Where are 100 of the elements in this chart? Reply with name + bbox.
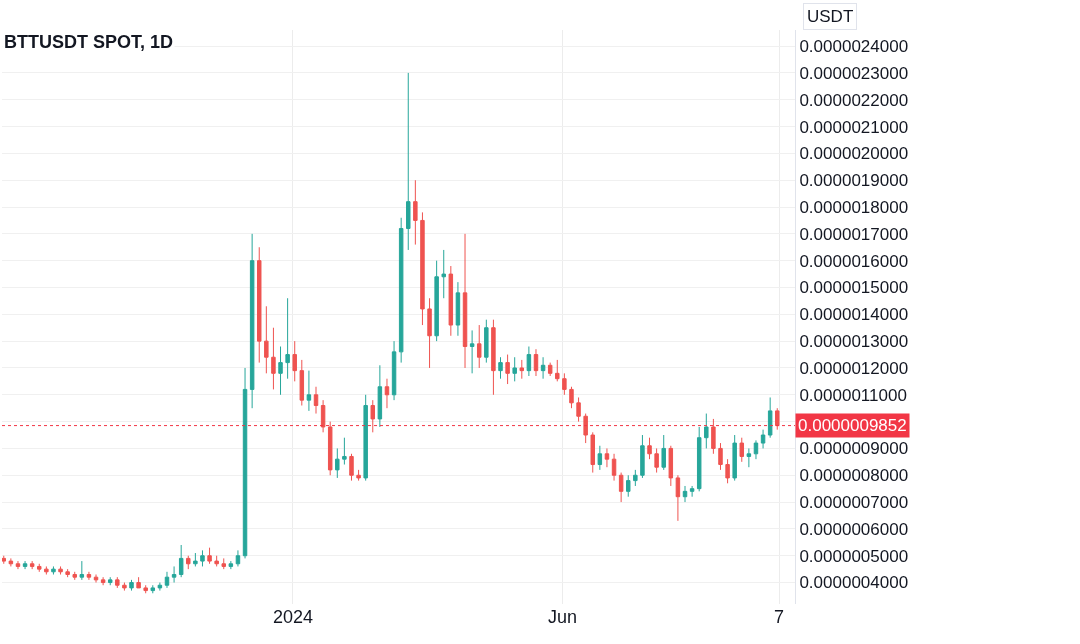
candlestick: [51, 565, 56, 575]
candlestick: [611, 453, 617, 482]
candlestick: [107, 576, 113, 586]
candlestick: [363, 394, 368, 482]
candlestick: [15, 560, 21, 570]
candlestick: [555, 359, 560, 382]
candlestick: [562, 372, 567, 396]
candlestick: [356, 469, 361, 482]
candlestick: [264, 305, 269, 374]
candlestick: [58, 565, 63, 575]
candlestick: [171, 565, 177, 584]
y-tick-label: 0.0000022000: [799, 90, 909, 110]
y-tick-label: 0.0000024000: [799, 37, 909, 57]
candlestick: [320, 399, 326, 433]
candlestick: [143, 584, 148, 594]
x-tick-label: 7: [774, 607, 785, 627]
candlestick: [491, 319, 496, 396]
candlestick: [214, 555, 219, 567]
candlestick: [434, 260, 439, 342]
candlestick: [370, 399, 376, 433]
candlestick: [327, 421, 333, 476]
y-tick-label: 0.0000014000: [799, 305, 909, 325]
candlestick: [278, 346, 283, 396]
text: USDT: [807, 7, 854, 26]
y-tick-label: 0.0000013000: [799, 332, 909, 352]
candlestick: [512, 356, 517, 382]
chart-title: BTTUSDT SPOT, 1D: [4, 32, 174, 52]
candlestick: [186, 555, 191, 570]
candlestick: [164, 571, 170, 589]
candlestick: [22, 560, 28, 570]
ref-line-label: 0.0000009852: [798, 416, 907, 435]
candlestick: [349, 453, 354, 482]
candlestick: [597, 445, 603, 471]
candlestick: [732, 434, 737, 482]
candlestick: [696, 426, 702, 492]
candlestick: [335, 447, 340, 479]
candlestick: [93, 574, 99, 584]
candlestick: [760, 429, 766, 449]
candlestick: [72, 571, 77, 581]
y-tick-label: 0.0000016000: [799, 251, 909, 271]
candlestick: [753, 439, 759, 460]
candlestick: [406, 72, 411, 251]
x-tick-label: Jun: [548, 607, 578, 627]
y-tick-label: 0.0000023000: [799, 63, 909, 83]
y-tick-label: 0.0000015000: [799, 278, 909, 298]
candlestick: [271, 327, 276, 390]
candlestick: [618, 472, 624, 503]
candlestick: [462, 233, 468, 369]
candlestick: [193, 552, 198, 567]
candlestick: [420, 211, 425, 326]
candlestick: [342, 437, 347, 466]
candlestick: [207, 547, 212, 565]
y-tick-label: 0.0000007000: [799, 493, 909, 513]
candlestick: [476, 324, 482, 369]
candlestick: [86, 571, 92, 581]
candlestick: [640, 434, 645, 479]
candlestick: [668, 445, 674, 487]
candlestick: [718, 442, 723, 471]
candlestick: [44, 565, 49, 575]
candlestick: [689, 485, 695, 498]
candlestick: [569, 386, 574, 409]
y-tick-label: 0.0000020000: [799, 144, 909, 164]
candlestick: [29, 560, 35, 570]
candlestick: [498, 356, 503, 380]
candlestick: [590, 431, 595, 474]
candlestick: [519, 359, 525, 380]
candlestick: [455, 281, 461, 337]
candlestick: [647, 437, 652, 460]
y-tick-label: 0.0000004000: [799, 573, 909, 593]
candlestick: [221, 557, 226, 570]
candlestick: [384, 378, 390, 409]
candlestick: [547, 362, 553, 377]
y-tick-label: 0.0000011000: [799, 385, 907, 405]
candlestick: [200, 549, 205, 567]
candlestick: [235, 549, 241, 567]
candlestick: [150, 584, 156, 594]
candlestick: [313, 386, 319, 415]
candlestick: [533, 348, 539, 377]
candlestick: [157, 582, 163, 592]
candlestick: [583, 413, 588, 444]
y-tick-label: 0.0000009000: [799, 439, 909, 459]
candlestick: [228, 560, 234, 570]
candlestick: [725, 458, 730, 484]
candlestick: [654, 447, 659, 474]
candlestick: [767, 396, 773, 439]
candlestick: [257, 246, 262, 364]
candlestick: [775, 407, 780, 431]
candlestick: [115, 576, 120, 589]
candlestick: [129, 579, 134, 592]
candlestick: [391, 340, 397, 401]
candlestick: [682, 485, 688, 503]
candlestick: [704, 413, 709, 449]
candlestick: [122, 582, 127, 592]
candlestick: [604, 447, 610, 468]
candlestick: [292, 340, 297, 382]
candlestick: [79, 560, 85, 581]
candlestick: [65, 568, 70, 578]
candlestick: [285, 297, 290, 380]
candlestick: [299, 359, 305, 407]
candlestick: [576, 396, 581, 423]
